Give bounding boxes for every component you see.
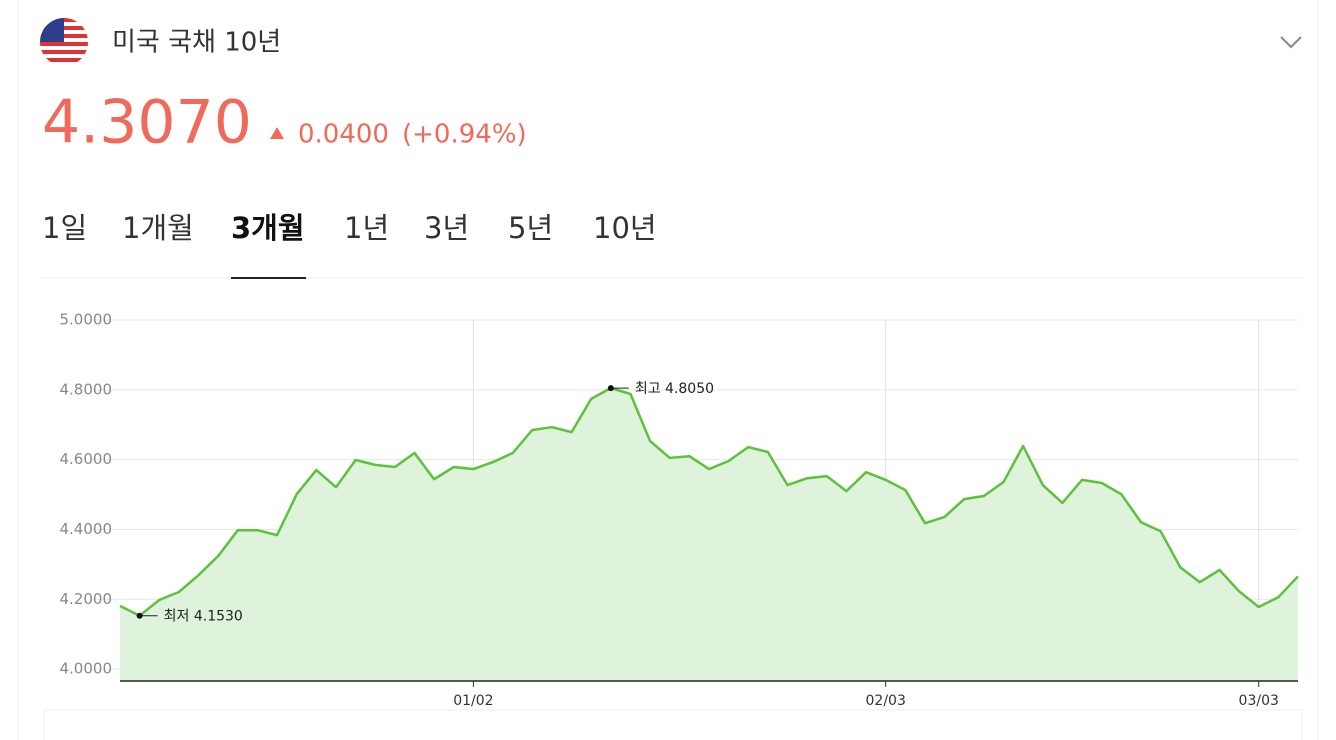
chart: 4.0000 4.2000 4.4000 4.6000 4.8000 5.0000 01/0…	[60, 311, 1299, 709]
x-tick-label: 03/03	[1239, 693, 1279, 709]
change-percent: (+0.94%)	[402, 120, 527, 150]
tab[interactable]: 3년	[424, 211, 469, 245]
tab[interactable]: 5년	[508, 211, 553, 245]
max-label: 최고 4.8050	[635, 381, 714, 397]
bottom-panel	[43, 709, 1303, 740]
area	[120, 388, 1298, 681]
up-arrow	[270, 127, 284, 139]
x-tick-label: 02/03	[866, 693, 906, 709]
y-tick-label: 4.2000	[60, 590, 113, 608]
y-tick-label: 4.0000	[60, 660, 113, 678]
tab[interactable]: 3개월	[231, 211, 305, 245]
line	[119, 386, 1299, 617]
price: 4.3070	[42, 88, 252, 158]
dropdown-chevron[interactable]	[1280, 36, 1302, 49]
tab[interactable]: 10년	[593, 211, 657, 245]
min-marker	[136, 612, 143, 619]
tabs: 1일 1개월 3개월 1년 3년 5년 10년	[42, 211, 657, 245]
tab[interactable]: 1년	[344, 211, 389, 245]
y-tick-label: 4.8000	[60, 380, 113, 398]
change: 0.0400	[298, 120, 389, 150]
y-tick-label: 4.6000	[60, 450, 113, 468]
y-tick-label: 4.4000	[60, 520, 113, 538]
title: 미국 국채 10년	[112, 28, 281, 58]
min-label: 최저 4.1530	[164, 609, 243, 625]
y-tick-label: 5.0000	[60, 311, 113, 329]
max-marker	[607, 385, 614, 392]
tab[interactable]: 1개월	[122, 211, 194, 245]
flag	[40, 18, 88, 66]
tab[interactable]: 1일	[42, 211, 87, 245]
x-tick-label: 01/02	[453, 693, 493, 709]
